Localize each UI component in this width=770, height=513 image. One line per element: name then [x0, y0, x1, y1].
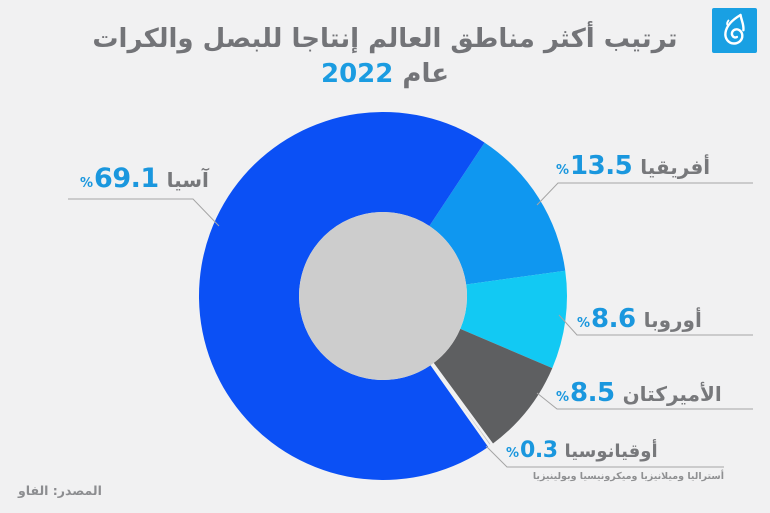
callout-africa: % 13.5 أفريقيا: [556, 151, 710, 181]
leader-line-oceania: [485, 445, 724, 468]
asia-label: آسيا: [166, 168, 209, 192]
africa-value: 13.5: [570, 151, 633, 181]
page-title: ترتيب أكثر مناطق العالم إنتاجا للبصل وال…: [0, 22, 770, 92]
leader-lines-group: [68, 182, 753, 468]
source-text: المصدر: الفاو: [18, 483, 102, 498]
pie-slice-europe: [460, 270, 567, 369]
al-jazeera-logo: [712, 8, 757, 53]
callout-europe: % 8.6 أوروبا: [577, 304, 702, 334]
leader-line-asia: [68, 198, 220, 227]
al-jazeera-flame-icon: [724, 13, 745, 45]
percent-sign: %: [556, 390, 570, 405]
oceania-label: أوقيانوسيا: [564, 441, 658, 462]
callout-asia: % 69.1 آسيا: [80, 163, 209, 194]
percent-sign: %: [556, 163, 570, 178]
percent-sign: %: [577, 316, 591, 331]
leader-line-europe: [558, 314, 753, 336]
donut-hole: [299, 212, 467, 380]
pie-slice-americas: [432, 328, 553, 445]
title-line-1: ترتيب أكثر مناطق العالم إنتاجا للبصل وال…: [92, 24, 678, 54]
leader-line-africa: [536, 182, 753, 206]
title-year-prefix: عام: [402, 59, 450, 89]
americas-value: 8.5: [570, 378, 615, 408]
americas-label: الأميركتان: [622, 382, 722, 406]
leader-line-americas: [536, 392, 753, 410]
title-year: 2022: [320, 59, 394, 89]
europe-value: 8.6: [591, 304, 636, 334]
africa-label: أفريقيا: [640, 155, 711, 179]
percent-sign: %: [80, 176, 94, 191]
pie-slices-group: [198, 111, 567, 480]
asia-value: 69.1: [94, 163, 159, 194]
pie-slice-asia: [198, 111, 490, 480]
percent-sign: %: [506, 446, 520, 461]
title-line-2: عام 2022: [0, 57, 770, 92]
pie-slice-africa: [429, 142, 566, 285]
oceania-note: أستراليا وميلانيزيا وميكرونيسيا وبولينيز…: [532, 471, 724, 482]
oceania-value: 0.3: [520, 438, 558, 463]
callout-oceania: % 0.3 أوقيانوسيا: [506, 438, 658, 463]
callout-americas: % 8.5 الأميركتان: [556, 378, 722, 408]
europe-label: أوروبا: [643, 308, 702, 332]
